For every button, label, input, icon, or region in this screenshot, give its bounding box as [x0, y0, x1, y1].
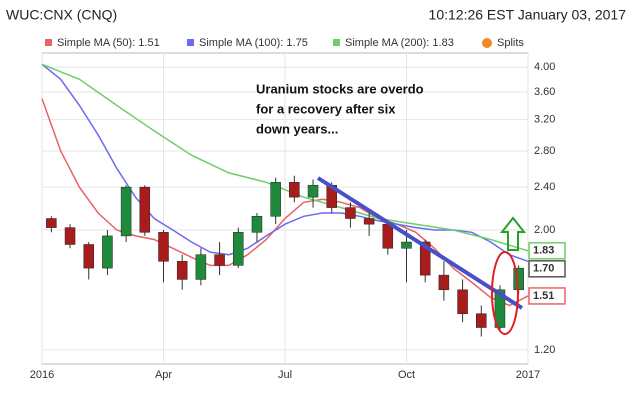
legend-label: Simple MA (100): 1.75: [199, 37, 308, 49]
candle-body: [401, 241, 412, 249]
y-tick-label: 3.20: [534, 114, 555, 126]
annotation-text: down years...: [256, 121, 338, 136]
legend-swatch: [333, 39, 340, 46]
candle-body: [139, 186, 151, 233]
candle-body: [176, 261, 188, 280]
candle-body: [476, 313, 487, 328]
price-badge-label: 1.83: [533, 245, 554, 257]
annotation-text: Uranium stocks are overdo: [256, 81, 424, 96]
candle-body: [382, 223, 394, 249]
candle-body: [457, 289, 468, 314]
y-tick-label: 3.60: [534, 86, 555, 98]
splits-icon: [482, 38, 492, 48]
x-tick-label: Apr: [155, 369, 172, 381]
price-badge: [528, 287, 566, 305]
highlight-ellipse: [491, 251, 519, 335]
annotations: [316, 176, 527, 335]
y-tick-label: 2.80: [534, 145, 555, 157]
candle-body: [289, 182, 300, 198]
legend-label: Simple MA (200): 1.83: [345, 37, 454, 49]
y-tick-label: 1.20: [534, 344, 555, 356]
x-tick-label: Oct: [398, 369, 415, 381]
timestamp: 10:12:26 EST January 03, 2017: [429, 7, 627, 23]
candle-body: [214, 254, 225, 266]
price-badge: [528, 242, 566, 260]
price-badge-label: 1.51: [533, 290, 554, 302]
price-badge: [528, 260, 566, 278]
candle-body: [195, 254, 207, 280]
candle-body: [270, 182, 281, 217]
price-badge-label: 1.70: [533, 263, 554, 275]
candle-body: [158, 232, 169, 262]
candle-body: [233, 232, 244, 266]
candle-body: [251, 216, 263, 233]
annotation-text: for a recovery after six: [256, 101, 396, 116]
candle-body: [120, 186, 132, 237]
ma-line: [41, 63, 529, 252]
candle-body: [438, 274, 450, 291]
candle-body: [307, 184, 319, 198]
candle-body: [102, 235, 113, 269]
candle-body: [83, 244, 94, 269]
legend-label: Simple MA (50): 1.51: [57, 37, 160, 49]
y-tick-label: 2.40: [534, 181, 555, 193]
ma-line: [41, 63, 529, 263]
y-tick-label: 2.00: [534, 224, 555, 236]
x-tick-label: Jul: [278, 369, 292, 381]
x-tick-label: 2016: [30, 369, 54, 381]
candle-body: [494, 289, 506, 328]
trend-line: [316, 176, 524, 310]
candle-body: [419, 241, 431, 276]
candle-body: [345, 207, 356, 219]
y-tick-label: 4.00: [534, 61, 555, 73]
up-arrow: [499, 216, 527, 251]
candle-body: [363, 218, 375, 225]
legend-swatch: [45, 39, 52, 46]
x-tick-label: 2017: [516, 369, 540, 381]
candle-body: [46, 218, 57, 228]
candle-body: [64, 227, 76, 245]
splits-label: Splits: [497, 37, 524, 49]
legend-swatch: [187, 39, 194, 46]
symbol: WUC:CNX (CNQ): [6, 7, 117, 23]
